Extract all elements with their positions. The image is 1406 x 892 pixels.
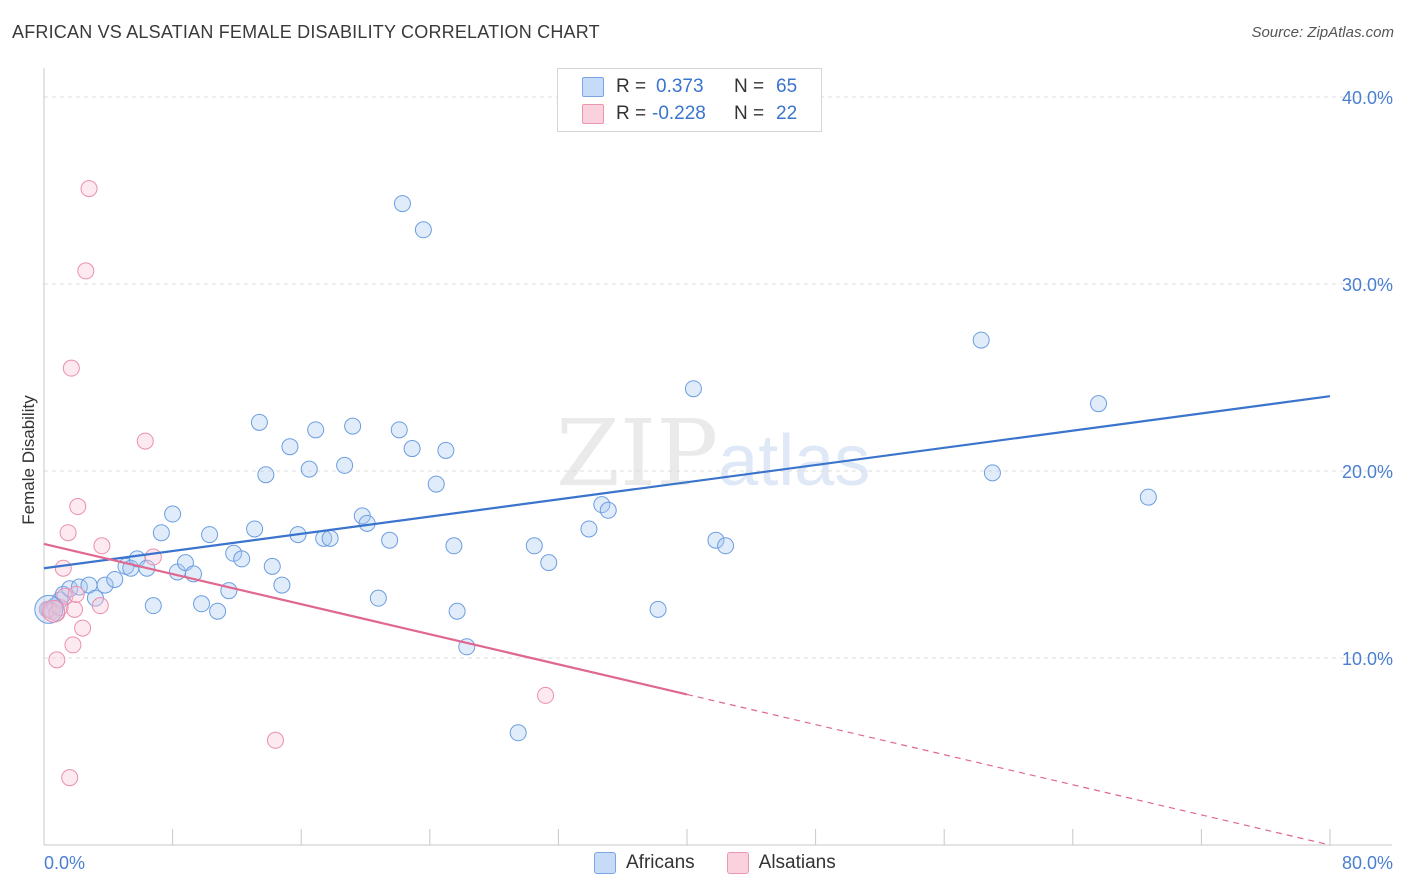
africans-point <box>307 421 325 439</box>
legend-r-label: R = <box>616 76 647 97</box>
alsatians-point <box>80 180 98 198</box>
africans-point <box>445 537 463 555</box>
y-tick-label: 40.0% <box>1342 88 1393 108</box>
alsatians-point <box>51 599 69 617</box>
africans-point <box>300 460 318 478</box>
legend-r-label: R = <box>616 103 647 124</box>
legend-label-alsatians: Alsatians <box>758 852 836 873</box>
africans-point <box>96 576 114 594</box>
africans-point <box>233 550 251 568</box>
africans-point <box>106 570 124 588</box>
africans-point <box>580 520 598 538</box>
alsatians-point <box>69 498 87 516</box>
alsatians-point <box>61 769 79 787</box>
africans-point <box>427 475 445 493</box>
africans-point <box>540 554 558 572</box>
alsatians-trendline-extrapolated <box>686 693 1331 846</box>
alsatians-point <box>54 559 72 577</box>
alsatians-point <box>136 432 154 450</box>
legend-n-value: 22 <box>776 103 798 124</box>
x-tick-label: 0.0% <box>44 853 85 873</box>
africans-point <box>448 602 466 620</box>
alsatians-point <box>77 262 95 280</box>
alsatians-point <box>91 597 109 615</box>
africans-point <box>1139 488 1157 506</box>
africans-point <box>152 524 170 542</box>
stats-legend: R = 0.373 N = 65 R = -0.228 N = 22 <box>557 68 822 132</box>
africans-point <box>34 594 64 624</box>
africans-point <box>393 195 411 213</box>
legend-swatch-alsatians <box>726 852 749 874</box>
y-tick-label: 20.0% <box>1342 462 1393 482</box>
alsatians-point <box>62 359 80 377</box>
africans-point <box>509 724 527 742</box>
africans-point <box>257 466 275 484</box>
africans-point <box>263 557 281 575</box>
legend-n-value: 65 <box>776 76 798 97</box>
africans-point <box>281 438 299 456</box>
africans-point <box>144 597 162 615</box>
africans-point <box>246 520 264 538</box>
y-tick-label: 10.0% <box>1342 649 1393 669</box>
alsatians-point <box>74 619 92 637</box>
legend-row-alsatians: R = -0.228 N = 22 <box>582 101 797 127</box>
series-legend: Africans Alsatians <box>594 852 868 874</box>
africans-point <box>525 537 543 555</box>
alsatians-trendline <box>43 542 688 696</box>
alsatians-point <box>266 731 284 749</box>
legend-n-label: N = <box>734 76 765 97</box>
alsatians-point <box>67 585 85 603</box>
alsatians-point <box>59 524 77 542</box>
alsatians-point <box>66 600 84 618</box>
africans-point <box>707 531 725 549</box>
alsatians-point <box>93 537 111 555</box>
legend-swatch-alsatians <box>582 104 604 124</box>
africans-point <box>1090 395 1108 413</box>
africans-point <box>403 440 421 458</box>
africans-point <box>209 602 227 620</box>
legend-item-africans[interactable]: Africans <box>594 852 695 874</box>
africans-point <box>983 464 1001 482</box>
alsatians-point <box>64 636 82 654</box>
africans-point <box>201 526 219 544</box>
africans-point <box>684 380 702 398</box>
africans-point <box>164 505 182 523</box>
africans-point <box>972 331 990 349</box>
legend-item-alsatians[interactable]: Alsatians <box>726 852 836 874</box>
africans-point <box>250 413 268 431</box>
alsatians-point <box>48 651 66 669</box>
africans-point <box>193 595 211 613</box>
africans-point <box>717 537 735 555</box>
legend-swatch-africans <box>582 77 604 97</box>
africans-point <box>599 501 617 519</box>
chart-source: Source: ZipAtlas.com <box>1251 24 1394 41</box>
africans-point <box>649 600 667 618</box>
africans-point <box>273 576 291 594</box>
x-tick-label: 80.0% <box>1342 853 1393 873</box>
legend-n-label: N = <box>734 103 765 124</box>
alsatians-point <box>537 686 555 704</box>
africans-point <box>390 421 408 439</box>
africans-point <box>336 456 354 474</box>
africans-point <box>437 441 455 459</box>
y-tick-label: 30.0% <box>1342 275 1393 295</box>
legend-r-value: 0.373 <box>656 76 704 97</box>
legend-label-africans: Africans <box>626 852 695 873</box>
legend-r-value: -0.228 <box>652 103 706 124</box>
africans-point <box>593 496 611 514</box>
legend-swatch-africans <box>594 852 616 874</box>
chart-title: AFRICAN VS ALSATIAN FEMALE DISABILITY CO… <box>12 22 600 42</box>
legend-row-africans: R = 0.373 N = 65 <box>582 74 797 100</box>
africans-trendline <box>43 395 1331 570</box>
africans-point <box>369 589 387 607</box>
africans-point <box>321 529 339 547</box>
africans-point <box>381 531 399 549</box>
alsatians-point <box>144 548 162 566</box>
africans-point <box>414 221 432 239</box>
alsatians-point <box>42 599 66 623</box>
y-axis-label: Female Disability <box>19 395 38 525</box>
africans-point <box>344 417 362 435</box>
